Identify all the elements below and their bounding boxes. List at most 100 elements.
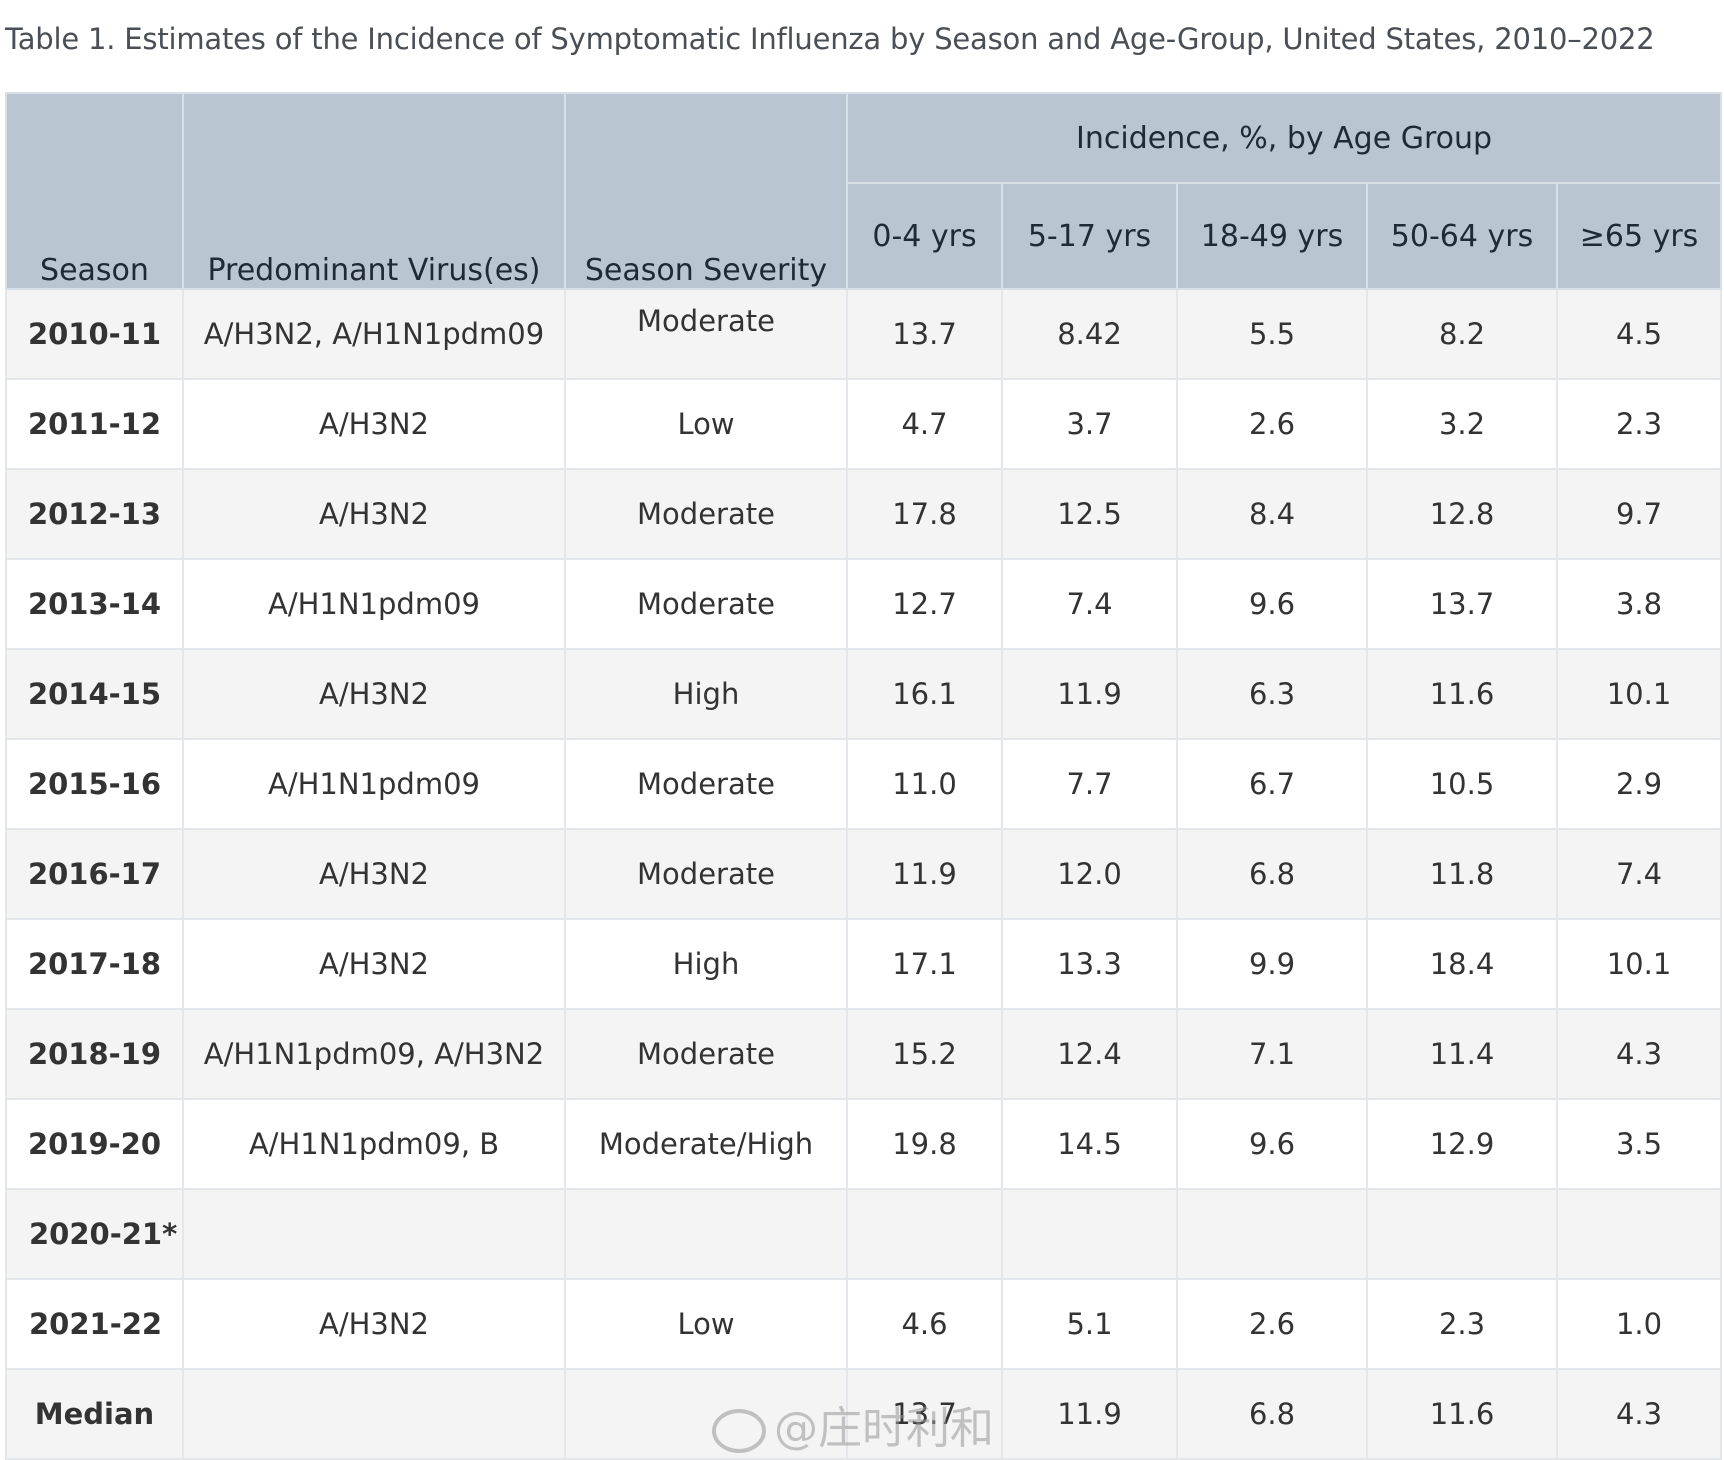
virus-cell: A/H3N2 xyxy=(182,468,566,560)
incidence-cell: 5.1 xyxy=(1001,1278,1178,1370)
virus-cell xyxy=(182,1188,566,1280)
incidence-cell: 2.6 xyxy=(1176,378,1368,470)
incidence-cell: 18.4 xyxy=(1366,918,1558,1010)
virus-cell: A/H1N1pdm09, A/H3N2 xyxy=(182,1008,566,1100)
virus-cell: A/H3N2, A/H1N1pdm09 xyxy=(182,288,566,380)
virus-cell: A/H1N1pdm09 xyxy=(182,738,566,830)
season-cell: 2012-13 xyxy=(5,468,184,560)
incidence-cell xyxy=(1555,1188,1723,1280)
table-row: 2021-22 A/H3N2 Low 4.6 5.1 2.6 2.3 1.0 xyxy=(5,1278,1723,1370)
incidence-cell: 6.3 xyxy=(1176,648,1368,740)
incidence-cell: 5.5 xyxy=(1176,288,1368,380)
incidence-cell: 17.8 xyxy=(846,468,1003,560)
age-column-header: 18-49 yrs xyxy=(1176,182,1368,290)
season-cell: 2019-20 xyxy=(5,1098,184,1190)
watermark: @庄时利和 xyxy=(712,1392,994,1456)
severity-cell: Moderate/High xyxy=(564,1098,848,1190)
incidence-cell: 13.7 xyxy=(846,288,1003,380)
season-cell: 2017-18 xyxy=(5,918,184,1010)
season-cell: Median xyxy=(5,1368,184,1460)
virus-cell: A/H1N1pdm09, B xyxy=(182,1098,566,1190)
incidence-cell: 2.6 xyxy=(1176,1278,1368,1370)
incidence-cell: 8.2 xyxy=(1366,288,1558,380)
incidence-cell: 9.6 xyxy=(1176,1098,1368,1190)
table-row: 2013-14 A/H1N1pdm09 Moderate 12.7 7.4 9.6 13.7… xyxy=(5,558,1723,650)
severity-cell: Moderate xyxy=(564,288,848,380)
table-row: 2014-15 A/H3N2 High 16.1 11.9 6.3 11.6 10.1 xyxy=(5,648,1723,740)
incidence-cell: 12.9 xyxy=(1366,1098,1558,1190)
incidence-cell: 8.4 xyxy=(1176,468,1368,560)
incidence-cell: 11.0 xyxy=(846,738,1003,830)
season-cell: 2018-19 xyxy=(5,1008,184,1100)
incidence-cell: 12.4 xyxy=(1001,1008,1178,1100)
table-caption: Table 1. Estimates of the Incidence of S… xyxy=(5,22,1655,56)
table-row: 2019-20 A/H1N1pdm09, B Moderate/High 19.8 14… xyxy=(5,1098,1723,1190)
table-row: 2016-17 A/H3N2 Moderate 11.9 12.0 6.8 11.8 7.4 xyxy=(5,828,1723,920)
virus-column-header: Predominant Virus(es) xyxy=(182,92,566,290)
severity-cell: Moderate xyxy=(564,468,848,560)
severity-cell: Low xyxy=(564,1278,848,1370)
table-row: 2015-16 A/H1N1pdm09 Moderate 11.0 7.7 6.7 10.5… xyxy=(5,738,1723,830)
incidence-cell xyxy=(846,1188,1003,1280)
incidence-cell: 13.7 xyxy=(1366,558,1558,650)
incidence-cell: 15.2 xyxy=(846,1008,1003,1100)
incidence-cell: 4.7 xyxy=(846,378,1003,470)
table-row: 2018-19 A/H1N1pdm09, A/H3N2 Moderate 15.2 12… xyxy=(5,1008,1723,1100)
incidence-cell: 6.8 xyxy=(1176,828,1368,920)
incidence-cell: 2.3 xyxy=(1555,378,1723,470)
incidence-cell: 4.3 xyxy=(1555,1368,1723,1460)
incidence-cell xyxy=(1001,1188,1178,1280)
incidence-cell: 3.5 xyxy=(1555,1098,1723,1190)
table-row: 2020-21* xyxy=(5,1188,1723,1280)
incidence-cell: 12.8 xyxy=(1366,468,1558,560)
incidence-cell: 10.1 xyxy=(1555,918,1723,1010)
incidence-cell: 2.9 xyxy=(1555,738,1723,830)
incidence-cell: 17.1 xyxy=(846,918,1003,1010)
virus-cell: A/H3N2 xyxy=(182,378,566,470)
table-row: Median 13.7 11.9 6.8 11.6 4.3 xyxy=(5,1368,1723,1460)
incidence-cell: 8.42 xyxy=(1001,288,1178,380)
virus-cell: A/H3N2 xyxy=(182,648,566,740)
table-row: 2012-13 A/H3N2 Moderate 17.8 12.5 8.4 12.8 9.7 xyxy=(5,468,1723,560)
incidence-cell: 11.9 xyxy=(1001,1368,1178,1460)
season-cell: 2010-11 xyxy=(5,288,184,380)
incidence-cell: 2.3 xyxy=(1366,1278,1558,1370)
incidence-cell: 3.2 xyxy=(1366,378,1558,470)
incidence-cell: 19.8 xyxy=(846,1098,1003,1190)
severity-cell: Moderate xyxy=(564,558,848,650)
incidence-cell: 11.9 xyxy=(1001,648,1178,740)
age-group-header: Incidence, %, by Age Group xyxy=(845,92,1723,184)
incidence-cell: 9.7 xyxy=(1555,468,1723,560)
incidence-cell: 13.7 xyxy=(846,1368,1003,1460)
incidence-cell: 9.6 xyxy=(1176,558,1368,650)
incidence-cell: 4.3 xyxy=(1555,1008,1723,1100)
virus-cell: A/H3N2 xyxy=(182,918,566,1010)
season-cell: 2021-22 xyxy=(5,1278,184,1370)
incidence-cell: 12.7 xyxy=(846,558,1003,650)
virus-cell: A/H1N1pdm09 xyxy=(182,558,566,650)
age-column-header: 0-4 yrs xyxy=(846,182,1003,290)
severity-column-header: Season Severity xyxy=(564,92,848,290)
table-row: 2010-11 A/H3N2, A/H1N1pdm09 Moderate 13.7 8.… xyxy=(5,288,1723,380)
incidence-cell: 11.4 xyxy=(1366,1008,1558,1100)
severity-cell: Low xyxy=(564,378,848,470)
season-cell: 2020-21* xyxy=(5,1188,184,1280)
severity-cell xyxy=(564,1188,848,1280)
table-row: 2017-18 A/H3N2 High 17.1 13.3 9.9 18.4 10.1 xyxy=(5,918,1723,1010)
incidence-cell: 3.7 xyxy=(1001,378,1178,470)
incidence-cell: 13.3 xyxy=(1001,918,1178,1010)
incidence-cell: 14.5 xyxy=(1001,1098,1178,1190)
incidence-cell: 6.7 xyxy=(1176,738,1368,830)
incidence-cell: 4.6 xyxy=(846,1278,1003,1370)
severity-cell: High xyxy=(564,918,848,1010)
season-cell: 2014-15 xyxy=(5,648,184,740)
season-column-header: Season xyxy=(5,92,184,290)
severity-cell: Moderate xyxy=(564,828,848,920)
incidence-cell: 10.5 xyxy=(1366,738,1558,830)
season-cell: 2016-17 xyxy=(5,828,184,920)
incidence-cell: 11.9 xyxy=(846,828,1003,920)
severity-cell xyxy=(564,1368,848,1460)
influenza-incidence-table: Season Predominant Virus(es) Season Seve… xyxy=(5,92,1723,1460)
watermark-text: @庄时利和 xyxy=(774,1403,994,1454)
season-cell: 2011-12 xyxy=(5,378,184,470)
